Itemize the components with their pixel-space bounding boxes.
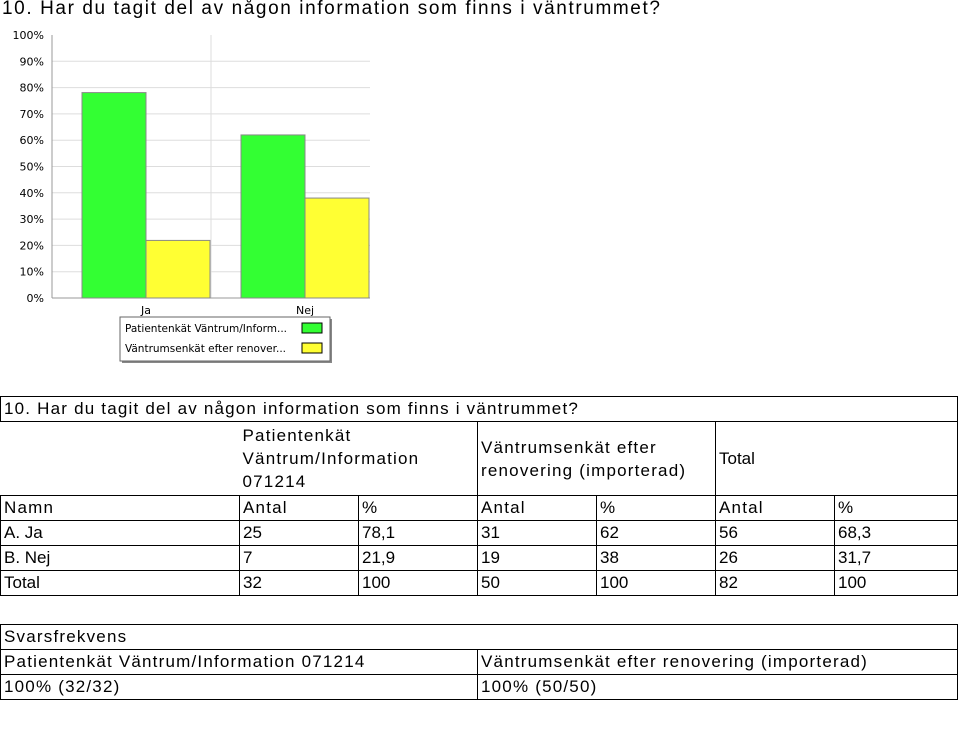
- y-tick-label: 80%: [20, 82, 44, 95]
- table-cell: 32: [239, 570, 359, 596]
- column-header: %: [833, 495, 959, 521]
- table-cell: Total: [0, 570, 240, 596]
- y-tick-label: 60%: [20, 134, 44, 147]
- bar: [304, 197, 370, 299]
- y-tick-label: 90%: [20, 55, 44, 68]
- table-cell: 31,7: [833, 545, 959, 571]
- results-table: 10. Har du tagit del av någon informatio…: [0, 396, 959, 596]
- table-cell: 38: [596, 545, 716, 571]
- table-cell: 100: [358, 570, 478, 596]
- column-header: %: [358, 495, 478, 521]
- response-rate-title: Svarsfrekvens: [0, 624, 958, 650]
- group-header-patientenkat: Patientenkät Väntrum/Information 071214: [242, 426, 420, 491]
- bar: [145, 239, 211, 299]
- group-header-total: Total: [714, 421, 959, 496]
- legend-swatch: [301, 342, 323, 354]
- bar-chart: 100% 90% 80% 70% 60% 50% 40% 30% 20% 10% 0% Ja Nej P…: [13, 29, 370, 363]
- table-cell: 82: [715, 570, 835, 596]
- table-cell: 62: [596, 520, 716, 546]
- table-cell: 7: [239, 545, 359, 571]
- group-header-vantrumsenkat: Väntrumsenkät efter renovering (importer…: [477, 421, 716, 496]
- bar: [81, 92, 147, 299]
- response-col1-value: 100% (32/32): [0, 674, 478, 700]
- column-header-row: Namn Antal % Antal % Antal %: [0, 495, 959, 521]
- response-col2-label: Väntrumsenkät efter renovering (importer…: [477, 649, 958, 675]
- column-header: Antal: [239, 495, 359, 521]
- table-cell: 26: [715, 545, 835, 571]
- table-cell: 100: [833, 570, 959, 596]
- column-header: Antal: [477, 495, 597, 521]
- x-tick-label: Nej: [296, 304, 314, 317]
- table-cell: 56: [715, 520, 835, 546]
- table-row: A. Ja 25 78,1 31 62 56 68,3: [0, 520, 959, 546]
- response-col2-value: 100% (50/50): [477, 674, 958, 700]
- page-heading: 10. Har du tagit del av någon informatio…: [2, 0, 662, 19]
- response-rate-table: Svarsfrekvens Patientenkät Väntrum/Infor…: [0, 624, 958, 700]
- table-row: B. Nej 7 21,9 19 38 26 31,7: [0, 545, 959, 571]
- table-cell: 68,3: [833, 520, 959, 546]
- table-cell: 100: [596, 570, 716, 596]
- y-tick-label: 100%: [13, 29, 44, 42]
- table-cell: 31: [477, 520, 597, 546]
- legend-label: Patientenkät Väntrum/Inform...: [125, 323, 287, 335]
- y-tick-label: 20%: [20, 239, 44, 252]
- table-cell: 78,1: [358, 520, 478, 546]
- table-cell: A. Ja: [0, 520, 240, 546]
- legend-box: [119, 316, 331, 362]
- column-header: Namn: [0, 495, 240, 521]
- column-header: %: [596, 495, 716, 521]
- table-cell: 21,9: [358, 545, 478, 571]
- table-cell: 19: [477, 545, 597, 571]
- x-tick-label: Ja: [140, 304, 151, 317]
- response-col1-label: Patientenkät Väntrum/Information 071214: [0, 649, 478, 675]
- table-cell: B. Nej: [0, 545, 240, 571]
- y-tick-label: 70%: [20, 108, 44, 121]
- y-tick-label: 10%: [20, 266, 44, 279]
- legend-swatch: [301, 322, 323, 334]
- empty-header-cell: [1, 422, 240, 496]
- table-cell: 25: [239, 520, 359, 546]
- plot-area: 100% 90% 80% 70% 60% 50% 40% 30% 20% 10% 0% Ja Nej: [13, 29, 370, 317]
- table-title: 10. Har du tagit del av någon informatio…: [0, 396, 959, 422]
- table-row: Total 32 100 50 100 82 100: [0, 570, 959, 596]
- y-tick-label: 50%: [20, 161, 44, 174]
- bar: [240, 134, 306, 299]
- legend-label: Väntrumsenkät efter renover...: [125, 343, 286, 355]
- y-tick-label: 0%: [27, 292, 44, 305]
- y-tick-label: 40%: [20, 187, 44, 200]
- column-header: Antal: [715, 495, 835, 521]
- chart-legend: Patientenkät Väntrum/Inform... Väntrumsen…: [119, 316, 332, 363]
- y-tick-label: 30%: [20, 213, 44, 226]
- table-cell: 50: [477, 570, 597, 596]
